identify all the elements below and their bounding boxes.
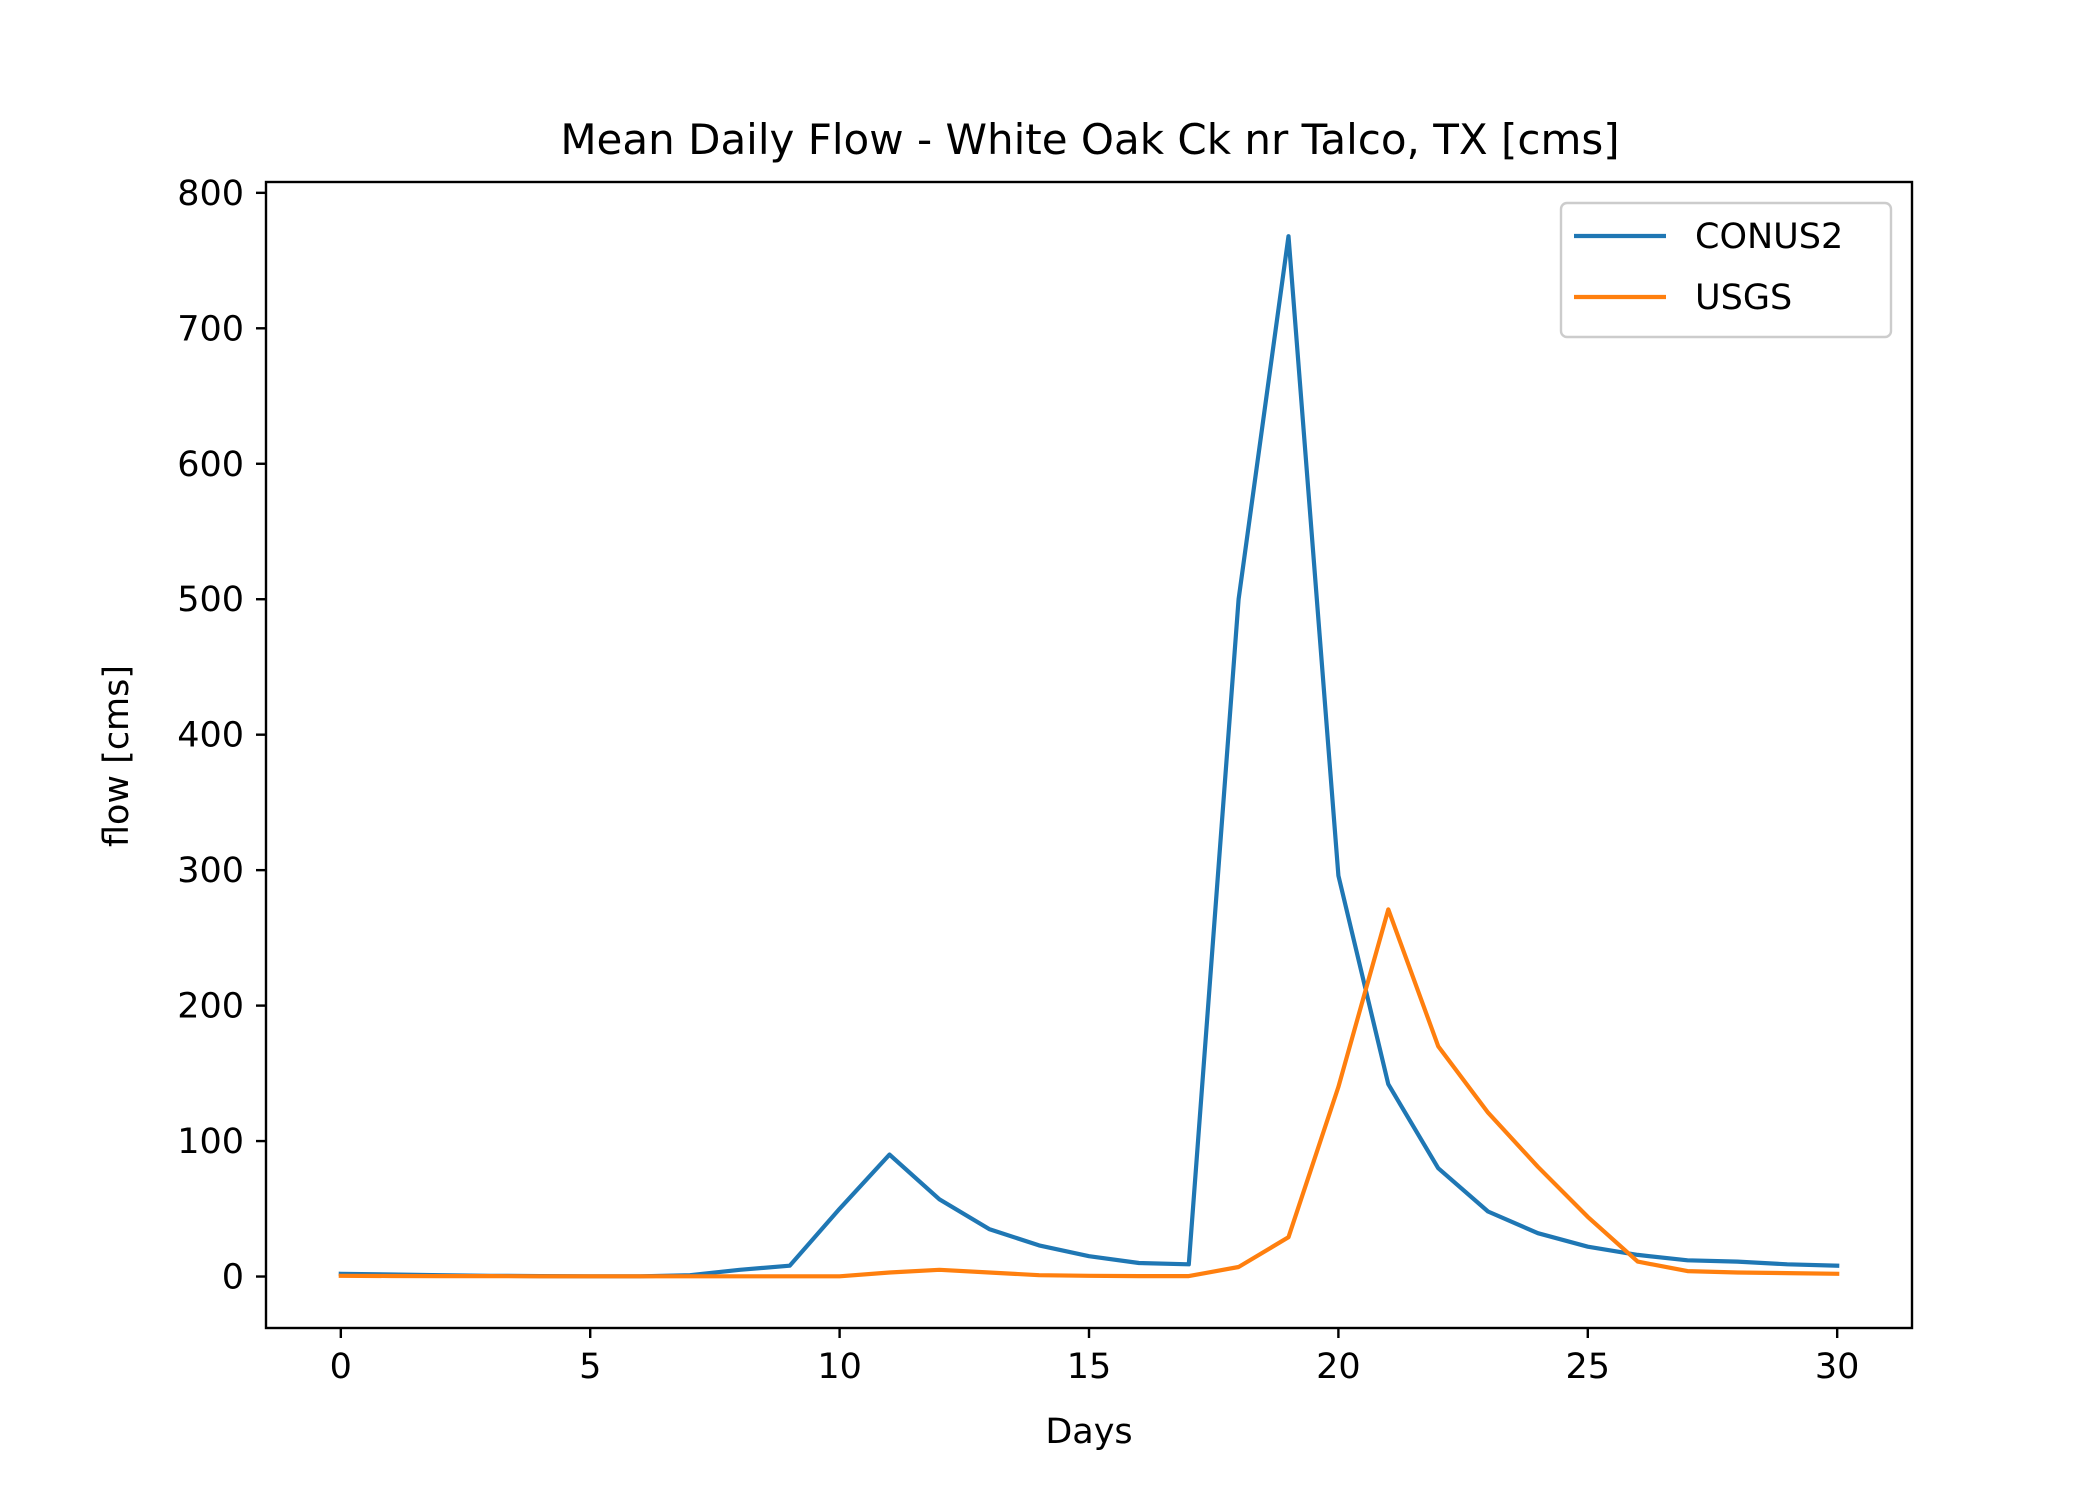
data-point-conus2-29 <box>1784 1261 1790 1267</box>
x-tick-label-10: 10 <box>817 1347 862 1387</box>
data-point-conus2-30 <box>1834 1263 1840 1269</box>
x-tick-label-30: 30 <box>1815 1347 1860 1387</box>
x-tick-label-20: 20 <box>1316 1347 1361 1387</box>
data-point-conus2-10 <box>837 1206 843 1212</box>
data-point-conus2-24 <box>1535 1230 1541 1236</box>
y-tick-label-0: 0 <box>222 1258 244 1298</box>
data-point-conus2-14 <box>1036 1242 1042 1248</box>
data-point-usgs-25 <box>1585 1214 1591 1220</box>
data-point-conus2-28 <box>1734 1259 1740 1265</box>
data-point-usgs-7 <box>687 1273 693 1279</box>
y-tick-label-400: 400 <box>177 716 244 756</box>
data-point-usgs-14 <box>1036 1272 1042 1278</box>
data-point-usgs-9 <box>787 1273 793 1279</box>
data-point-usgs-4 <box>537 1273 543 1279</box>
data-point-conus2-21 <box>1385 1081 1391 1087</box>
y-axis: 0 100 200 300 400 500 600 700 800 <box>177 174 266 1298</box>
data-point-usgs-27 <box>1685 1268 1691 1274</box>
series-layer <box>338 233 1840 1279</box>
y-tick-label-300: 300 <box>177 851 244 891</box>
data-point-conus2-23 <box>1485 1209 1491 1215</box>
data-point-conus2-15 <box>1086 1253 1092 1259</box>
data-point-usgs-24 <box>1535 1164 1541 1170</box>
x-axis: 0 5 10 15 20 25 30 <box>330 1328 1860 1387</box>
legend-label-usgs: USGS <box>1695 278 1792 318</box>
data-point-conus2-19 <box>1286 233 1292 239</box>
data-point-usgs-1 <box>388 1273 394 1279</box>
y-tick-label-700: 700 <box>177 309 244 349</box>
series-line-usgs <box>338 907 1840 1279</box>
data-point-conus2-12 <box>936 1196 942 1202</box>
legend-label-conus2: CONUS2 <box>1695 217 1843 257</box>
y-tick-label-100: 100 <box>177 1122 244 1162</box>
data-point-usgs-28 <box>1734 1270 1740 1276</box>
data-point-conus2-20 <box>1335 873 1341 879</box>
y-axis-label: flow [cms] <box>97 665 137 847</box>
data-point-conus2-17 <box>1186 1261 1192 1267</box>
data-point-conus2-9 <box>787 1263 793 1269</box>
data-point-conus2-16 <box>1136 1260 1142 1266</box>
data-point-usgs-10 <box>837 1273 843 1279</box>
data-point-usgs-6 <box>637 1273 643 1279</box>
y-tick-label-500: 500 <box>177 580 244 620</box>
data-point-usgs-12 <box>936 1267 942 1273</box>
data-point-conus2-25 <box>1585 1244 1591 1250</box>
data-point-usgs-17 <box>1186 1273 1192 1279</box>
chart-title: Mean Daily Flow - White Oak Ck nr Talco,… <box>560 115 1619 164</box>
data-point-usgs-18 <box>1236 1264 1242 1270</box>
data-point-usgs-13 <box>986 1270 992 1276</box>
data-point-conus2-11 <box>887 1152 893 1158</box>
data-point-conus2-8 <box>737 1267 743 1273</box>
data-point-usgs-3 <box>488 1273 494 1279</box>
legend: CONUS2 USGS <box>1559 201 1893 339</box>
data-point-conus2-27 <box>1685 1257 1691 1263</box>
data-point-usgs-22 <box>1435 1043 1441 1049</box>
y-tick-label-600: 600 <box>177 445 244 485</box>
data-point-usgs-29 <box>1784 1270 1790 1276</box>
data-point-conus2-22 <box>1435 1165 1441 1171</box>
y-tick-label-800: 800 <box>177 174 244 214</box>
data-point-usgs-30 <box>1834 1271 1840 1277</box>
data-point-usgs-0 <box>338 1273 344 1279</box>
x-tick-label-25: 25 <box>1566 1347 1611 1387</box>
data-point-usgs-20 <box>1335 1084 1341 1090</box>
data-point-usgs-23 <box>1485 1110 1491 1116</box>
data-point-conus2-13 <box>986 1226 992 1232</box>
x-tick-label-0: 0 <box>330 1347 352 1387</box>
x-tick-label-15: 15 <box>1067 1347 1112 1387</box>
data-point-usgs-5 <box>587 1273 593 1279</box>
data-point-usgs-8 <box>737 1273 743 1279</box>
data-point-usgs-2 <box>438 1273 444 1279</box>
y-tick-label-200: 200 <box>177 987 244 1027</box>
data-point-usgs-11 <box>887 1270 893 1276</box>
data-point-usgs-26 <box>1635 1259 1641 1265</box>
data-point-usgs-19 <box>1286 1234 1292 1240</box>
data-point-usgs-15 <box>1086 1273 1092 1279</box>
x-axis-label: Days <box>1045 1412 1132 1452</box>
x-tick-label-5: 5 <box>579 1347 601 1387</box>
data-point-usgs-21 <box>1385 906 1391 912</box>
data-point-usgs-16 <box>1136 1273 1142 1279</box>
data-point-conus2-18 <box>1236 596 1242 602</box>
